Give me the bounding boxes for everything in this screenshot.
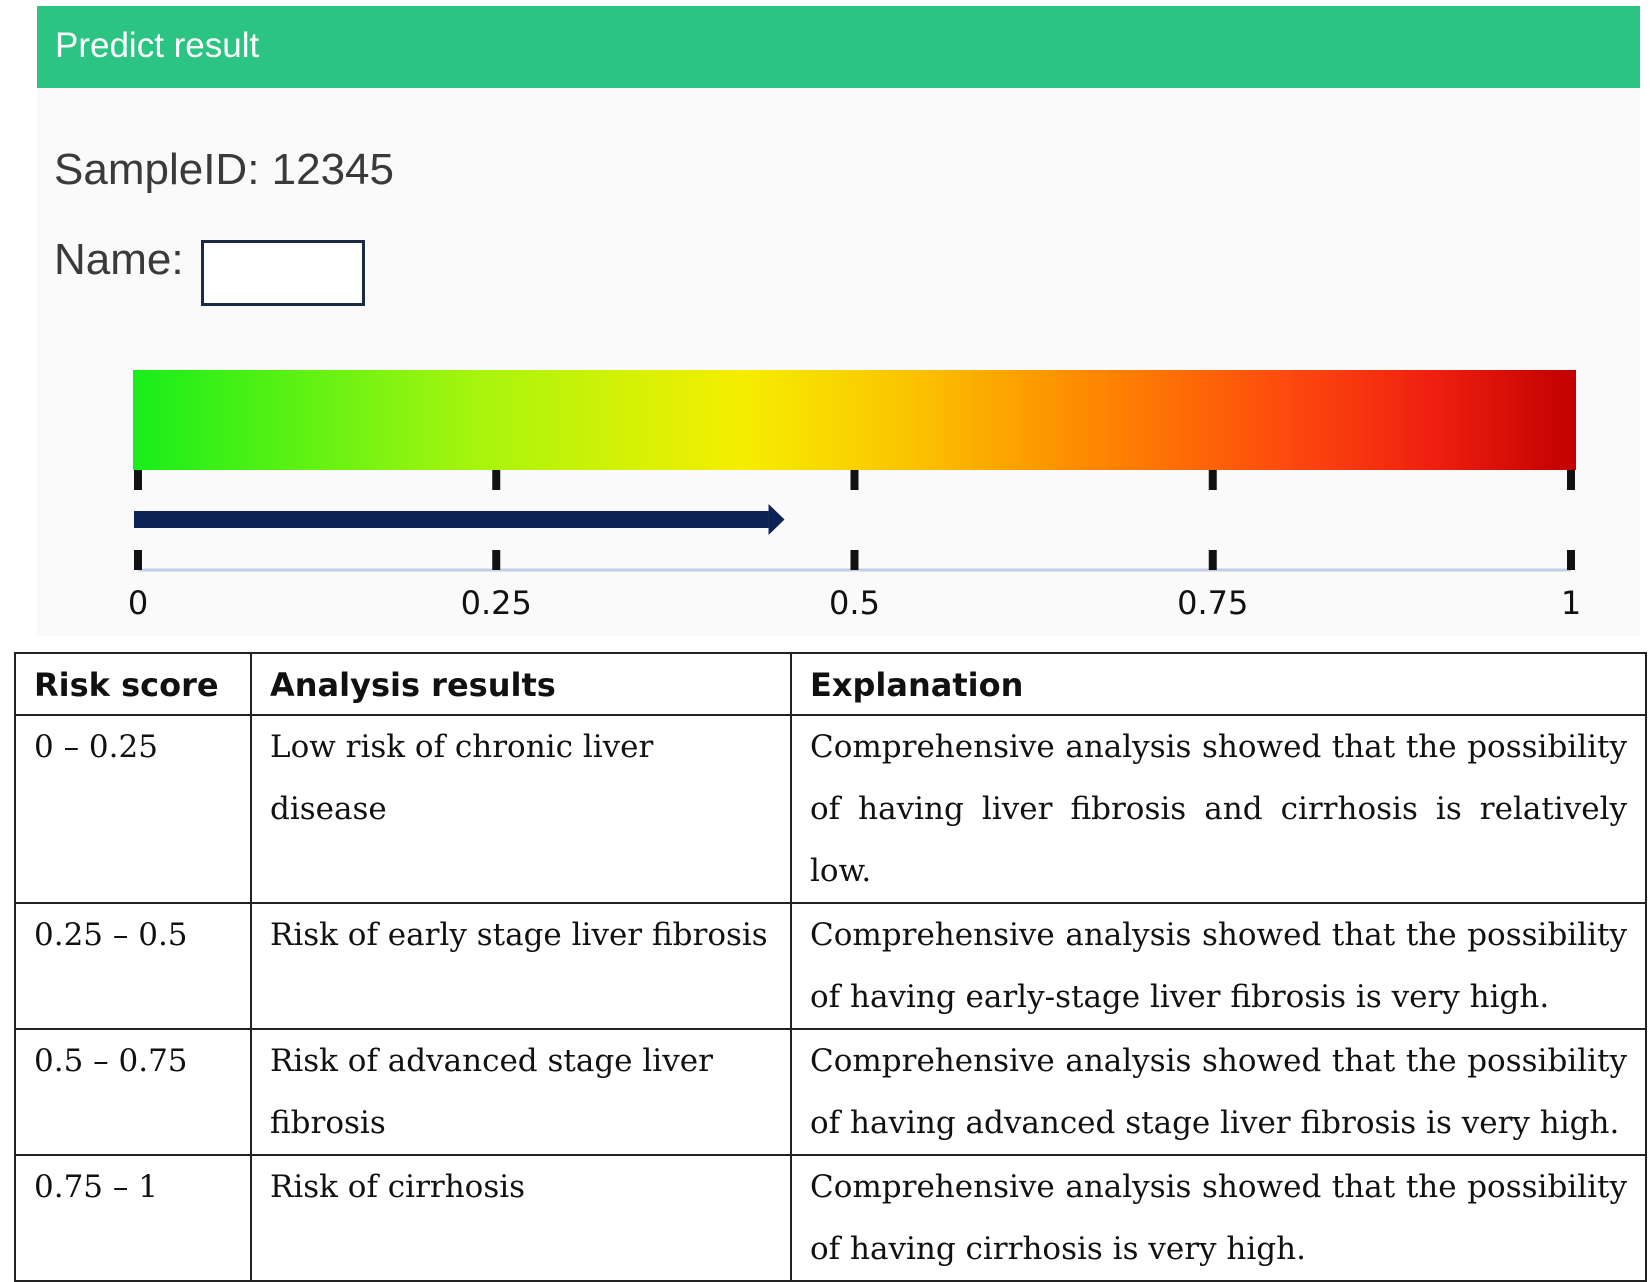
tick-label: 0.5	[829, 584, 880, 622]
tick-label: 0.75	[1177, 584, 1248, 622]
risk-score-cell: 0.75 – 1	[14, 1154, 252, 1282]
risk-score-cell: 0.5 – 0.75	[14, 1028, 252, 1156]
axis-tick	[492, 550, 501, 570]
tick-label: 0	[128, 584, 148, 622]
table-row: 0.75 – 1 Risk of cirrhosis Comprehensive…	[14, 1154, 1647, 1282]
scale-tick	[134, 470, 142, 490]
explanation-cell: Comprehensive analysis showed that the p…	[790, 1028, 1647, 1156]
axis-tick	[134, 550, 142, 570]
arrow-head-icon	[768, 504, 785, 535]
risk-table: Risk score Analysis results Explanation …	[14, 652, 1647, 1282]
name-label: Name:	[54, 235, 184, 284]
analysis-result-cell: Risk of early stage liver fibrosis	[250, 902, 792, 1030]
axis-tick	[850, 550, 859, 570]
result-panel	[37, 6, 1640, 636]
explanation-cell: Comprehensive analysis showed that the p…	[790, 714, 1647, 904]
sample-id: SampleID: 12345	[54, 145, 394, 194]
header-risk-score: Risk score	[14, 652, 252, 716]
table-row: 0 – 0.25 Low risk of chronic liver disea…	[14, 714, 1647, 904]
scale-tick	[492, 470, 501, 490]
predict-result-header: Predict result	[37, 6, 1640, 88]
axis-tick	[1567, 550, 1575, 570]
tick-label: 0.25	[461, 584, 532, 622]
scale-tick	[1208, 470, 1217, 490]
risk-value-bar	[134, 511, 769, 528]
scale-tick	[1567, 470, 1575, 490]
analysis-result-cell: Risk of cirrhosis	[250, 1154, 792, 1282]
axis-tick	[1208, 550, 1217, 570]
explanation-cell: Comprehensive analysis showed that the p…	[790, 1154, 1647, 1282]
tick-label: 1	[1561, 584, 1581, 622]
name-input[interactable]	[201, 240, 365, 306]
risk-gradient-scale	[133, 370, 1576, 470]
header-title: Predict result	[55, 26, 260, 65]
header-analysis-results: Analysis results	[250, 652, 792, 716]
explanation-cell: Comprehensive analysis showed that the p…	[790, 902, 1647, 1030]
table-row: 0.5 – 0.75 Risk of advanced stage liver …	[14, 1028, 1647, 1156]
analysis-result-cell: Low risk of chronic liver disease	[250, 714, 792, 904]
table-row: 0.25 – 0.5 Risk of early stage liver fib…	[14, 902, 1647, 1030]
header-explanation: Explanation	[790, 652, 1647, 716]
risk-score-chart: 0 0.25 0.5 0.75 1	[128, 470, 1581, 622]
risk-score-cell: 0.25 – 0.5	[14, 902, 252, 1030]
risk-score-cell: 0 – 0.25	[14, 714, 252, 904]
table-header-row: Risk score Analysis results Explanation	[14, 652, 1647, 716]
scale-tick	[850, 470, 859, 490]
analysis-result-cell: Risk of advanced stage liver fibrosis	[250, 1028, 792, 1156]
